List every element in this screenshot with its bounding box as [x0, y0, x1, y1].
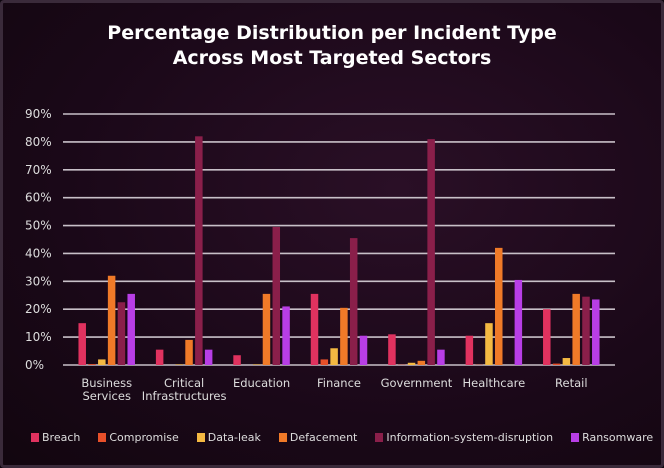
bar-defacement-critical-infrastructures: [185, 339, 193, 365]
legend: Breach Compromise Data-leak Defacement Infor…: [31, 431, 653, 444]
bar-data-leak-government: [407, 362, 416, 365]
legend-label: Data-leak: [207, 431, 261, 444]
bar-defacement-education: [262, 293, 271, 365]
bar-data-leak-healthcare: [485, 323, 493, 365]
legend-swatch: [196, 433, 205, 442]
bar-ransomware-education: [282, 306, 290, 365]
bar-defacement-finance: [340, 307, 348, 365]
legend-swatch: [31, 433, 39, 442]
y-tick-label: 60%: [25, 191, 52, 205]
bar-compromise-retail: [552, 363, 561, 365]
bar-breach-finance: [310, 293, 319, 365]
y-tick-label: 20%: [25, 302, 52, 316]
bar-data-leak-retail: [562, 358, 571, 365]
x-tick-label: Healthcare: [463, 376, 526, 390]
bar-information-system-disruption-business-services: [117, 302, 126, 365]
y-tick-label: 50%: [25, 219, 52, 233]
bar-compromise-business-services: [88, 364, 96, 365]
x-tick-label: Infrastructures: [142, 389, 227, 403]
x-tick-label: Services: [82, 389, 131, 403]
bar-information-system-disruption-retail: [582, 296, 590, 365]
legend-label: Breach: [42, 431, 81, 444]
legend-item: Information-system-disruption: [375, 431, 553, 444]
bar-compromise-finance: [320, 359, 329, 365]
chart-title: Percentage Distribution per Incident Typ…: [3, 21, 661, 71]
bar-defacement-retail: [572, 293, 580, 365]
bar-data-leak-business-services: [98, 359, 106, 365]
y-tick-label: 70%: [25, 163, 52, 177]
bar-ransomware-retail: [592, 299, 600, 365]
legend-swatch: [278, 433, 287, 442]
x-tick-label: Government: [381, 376, 453, 390]
y-tick-label: 0%: [25, 358, 44, 372]
bar-chart: 0% 10% 20% 30% 40% 50% 60% 70% 80% 90% BusinessSer…: [25, 107, 615, 403]
x-tick-label: Business: [81, 376, 132, 390]
bar-ransomware-critical-infrastructures: [204, 349, 213, 365]
bar-breach-business-services: [78, 323, 86, 365]
bar-ransomware-business-services: [127, 293, 135, 365]
x-tick-label: Retail: [555, 376, 588, 390]
x-tick-label: Finance: [317, 376, 361, 390]
bar-information-system-disruption-critical-infrastructures: [195, 136, 203, 365]
x-tick-label: Critical: [164, 376, 204, 390]
legend-swatch: [98, 433, 107, 442]
y-tick-label: 30%: [25, 274, 52, 288]
bar-defacement-healthcare: [495, 247, 503, 365]
bar-breach-government: [388, 334, 396, 365]
bar-ransomware-finance: [359, 335, 368, 365]
legend-label: Defacement: [289, 431, 358, 444]
bar-breach-healthcare: [465, 335, 474, 365]
bar-defacement-government: [417, 360, 426, 365]
legend-item: Data-leak: [196, 431, 261, 444]
bar-ransomware-government: [437, 349, 445, 365]
bar-breach-critical-infrastructures: [155, 349, 164, 365]
bar-data-leak-finance: [330, 348, 338, 365]
legend-swatch: [571, 433, 580, 442]
bar-data-leak-critical-infrastructures: [175, 364, 183, 365]
bar-breach-retail: [543, 309, 551, 365]
bar-data-leak-education: [252, 364, 261, 365]
bar-ransomware-healthcare: [514, 279, 523, 365]
chart-title-line-2: Across Most Targeted Sectors: [172, 47, 492, 69]
chart-title-line-1: Percentage Distribution per Incident Typ…: [107, 22, 557, 44]
legend-item: Ransomware: [571, 431, 653, 444]
y-tick-label: 80%: [25, 135, 52, 149]
bar-breach-education: [233, 355, 241, 365]
bar-information-system-disruption-finance: [349, 238, 358, 365]
legend-label: Ransomware: [582, 431, 654, 444]
y-tick-label: 90%: [25, 107, 52, 121]
legend-label: Compromise: [109, 431, 179, 444]
bar-information-system-disruption-education: [272, 226, 281, 365]
legend-item: Compromise: [98, 431, 179, 444]
bar-defacement-business-services: [107, 275, 116, 365]
x-tick-label: Education: [233, 376, 290, 390]
y-tick-label: 10%: [25, 330, 52, 344]
legend-item: Defacement: [278, 431, 358, 444]
legend-swatch: [375, 433, 384, 442]
y-tick-label: 40%: [25, 246, 52, 260]
legend-item: Breach: [31, 431, 80, 444]
legend-label: Information-system-disruption: [386, 431, 554, 444]
bar-information-system-disruption-government: [427, 139, 435, 365]
